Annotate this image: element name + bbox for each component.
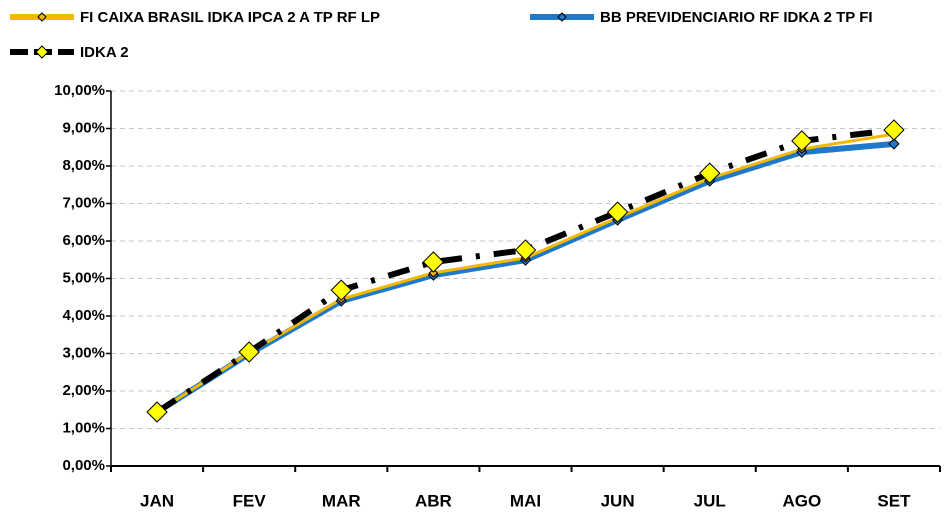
x-tick-label: AGO: [782, 491, 821, 510]
marker: [699, 162, 721, 184]
series-line: [156, 132, 895, 414]
marker: [888, 138, 900, 150]
y-tick-label: 10,00%: [54, 82, 105, 99]
legend-label: BB PREVIDENCIARIO RF IDKA 2 TP FI: [600, 9, 873, 26]
series-line: [155, 127, 895, 415]
legend-marker: [37, 12, 47, 22]
y-tick-label: 4,00%: [62, 307, 105, 324]
y-tick-label: 0,00%: [62, 457, 105, 474]
y-tick-label: 9,00%: [62, 119, 105, 136]
marker: [428, 268, 439, 278]
marker: [514, 239, 537, 261]
x-tick-label: JAN: [140, 491, 174, 510]
x-tick-label: FEV: [233, 491, 267, 510]
marker: [330, 279, 352, 301]
marker: [422, 251, 445, 273]
y-tick-label: 2,00%: [62, 382, 105, 399]
legend-label: FI CAIXA BRASIL IDKA IPCA 2 A TP RF LP: [80, 9, 380, 26]
y-tick-label: 7,00%: [62, 194, 105, 211]
y-tick-label: 8,00%: [62, 157, 105, 174]
x-tick-label: JUN: [601, 491, 635, 510]
marker: [791, 130, 813, 152]
x-tick-label: JUL: [694, 491, 726, 510]
legend-label: IDKA 2: [80, 44, 129, 61]
legend-marker: [35, 45, 49, 59]
legend-marker: [557, 12, 567, 22]
y-tick-label: 1,00%: [62, 419, 105, 436]
marker: [238, 341, 260, 363]
y-tick-label: 3,00%: [62, 344, 105, 361]
marker: [606, 201, 629, 223]
x-tick-label: SET: [877, 491, 911, 510]
x-tick-label: ABR: [415, 491, 452, 510]
x-tick-label: MAI: [510, 491, 541, 510]
marker: [883, 119, 905, 141]
y-tick-label: 6,00%: [62, 232, 105, 249]
y-tick-label: 5,00%: [62, 269, 105, 286]
x-tick-label: MAR: [322, 491, 361, 510]
series-line: [155, 140, 895, 415]
marker: [146, 401, 168, 423]
